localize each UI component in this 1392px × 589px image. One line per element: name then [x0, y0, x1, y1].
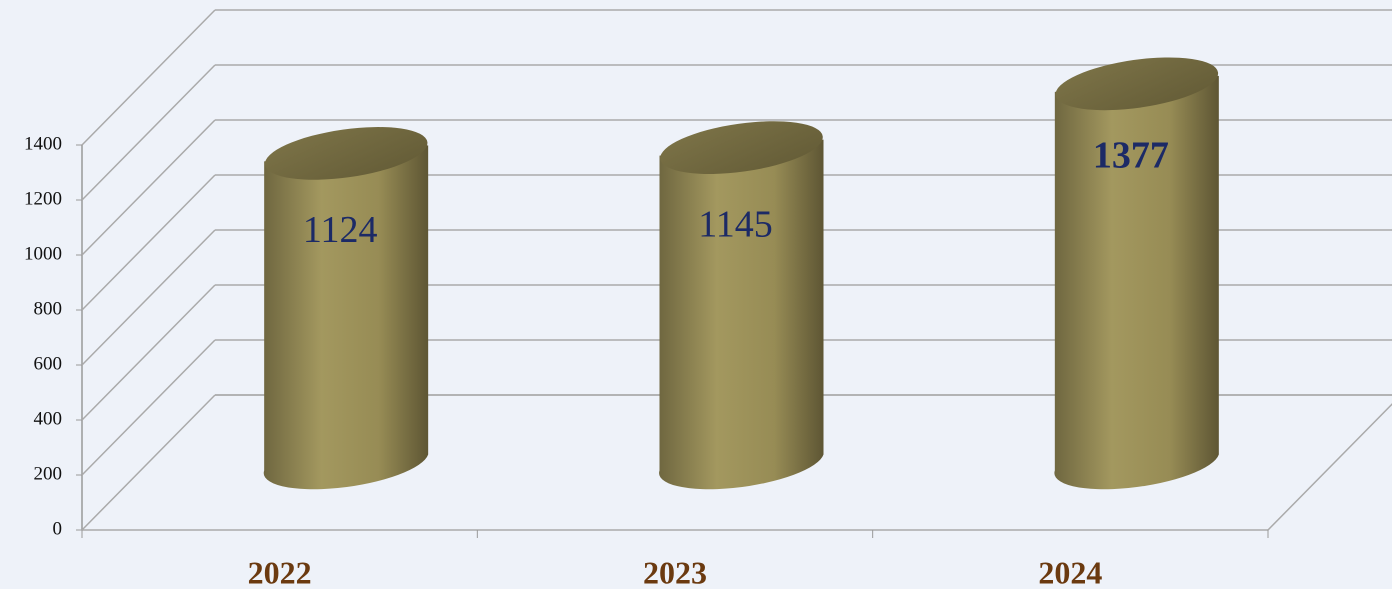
cylinder	[263, 127, 429, 490]
cylinder-top	[1055, 57, 1219, 111]
y-tick-label: 1000	[24, 243, 62, 264]
y-tick-label: 600	[34, 353, 63, 374]
cylinder-body	[1054, 75, 1219, 490]
y-tick-label: 1400	[24, 133, 62, 154]
cylinder	[659, 121, 824, 490]
grid-line	[81, 394, 216, 531]
cylinder-top	[264, 127, 428, 180]
grid-line	[81, 339, 216, 476]
y-tick-label: 400	[34, 408, 63, 429]
grid-line	[81, 64, 216, 201]
grid-line	[81, 284, 216, 421]
cylinder-body	[659, 139, 824, 490]
cylinder-body	[263, 145, 429, 490]
grid-line	[81, 9, 216, 146]
y-tick-label: 800	[34, 298, 63, 319]
floor-edge	[1267, 403, 1392, 531]
y-tick-label: 0	[53, 518, 63, 539]
value-label: 1377	[1093, 135, 1169, 177]
x-tick-label: 2023	[643, 554, 707, 589]
y-tick-label: 1200	[24, 188, 62, 209]
y-tick-label: 200	[34, 463, 63, 484]
grid-line	[81, 119, 216, 256]
cylinder	[1054, 57, 1219, 490]
x-tick-label: 2024	[1038, 554, 1102, 589]
cylinder-top	[660, 121, 823, 174]
value-label: 1124	[303, 209, 378, 251]
grid-line	[81, 174, 216, 311]
value-label: 1145	[698, 203, 773, 245]
x-tick-label: 2022	[248, 554, 312, 589]
grid-line	[81, 229, 216, 366]
